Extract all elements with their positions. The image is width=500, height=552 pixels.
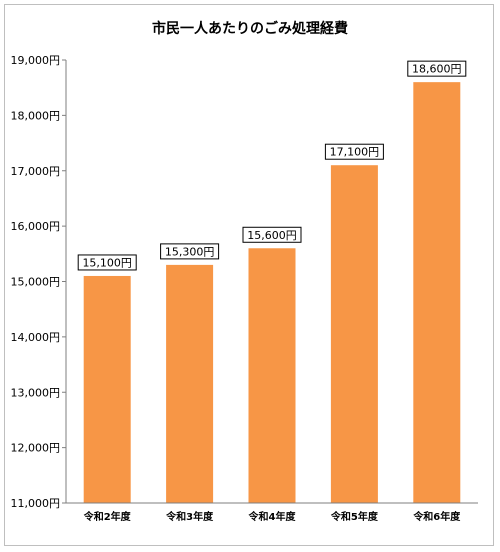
- data-label: 15,300円: [165, 245, 215, 258]
- bar: [166, 264, 214, 503]
- data-label-box: [160, 243, 220, 260]
- data-label: 18,600円: [412, 63, 462, 76]
- y-tick-label: 12,000円: [11, 442, 61, 455]
- x-tick-label: 令和5年度: [330, 510, 379, 523]
- data-labels: 15,100円 15,300円 15,600円 17,100円 18,600円: [77, 60, 467, 271]
- data-label-box: [242, 226, 302, 243]
- chart-title: 市民一人あたりのごみ処理経費: [152, 20, 348, 37]
- y-tick-label: 16,000円: [11, 220, 61, 233]
- data-label-box: [77, 254, 137, 271]
- x-tick-label: 令和4年度: [248, 510, 297, 523]
- y-tick-label: 18,000円: [11, 109, 61, 122]
- x-tick-label: 令和3年度: [165, 510, 214, 523]
- y-tick-label: 15,000円: [11, 276, 61, 289]
- bar: [83, 275, 131, 503]
- y-tick-label: 11,000円: [11, 497, 61, 510]
- data-label: 17,100円: [330, 146, 380, 159]
- bars: [83, 82, 461, 504]
- bar: [413, 82, 461, 504]
- x-tick-label: 令和2年度: [83, 510, 132, 523]
- x-tick-label: 令和6年度: [412, 510, 461, 523]
- bar: [248, 248, 296, 503]
- bar: [330, 165, 378, 503]
- y-axis: 11,000円 12,000円 13,000円 14,000円 15,000円 16,00…: [11, 54, 67, 510]
- data-label-box: [324, 143, 384, 160]
- data-label: 15,100円: [82, 256, 132, 269]
- data-label: 15,600円: [247, 229, 297, 242]
- y-tick-label: 19,000円: [11, 54, 61, 67]
- data-label-box: [407, 60, 467, 77]
- x-axis: 令和2年度 令和3年度 令和4年度 令和5年度 令和6年度: [66, 502, 478, 523]
- y-tick-label: 13,000円: [11, 386, 61, 399]
- y-tick-label: 14,000円: [11, 331, 61, 344]
- y-tick-label: 17,000円: [11, 165, 61, 178]
